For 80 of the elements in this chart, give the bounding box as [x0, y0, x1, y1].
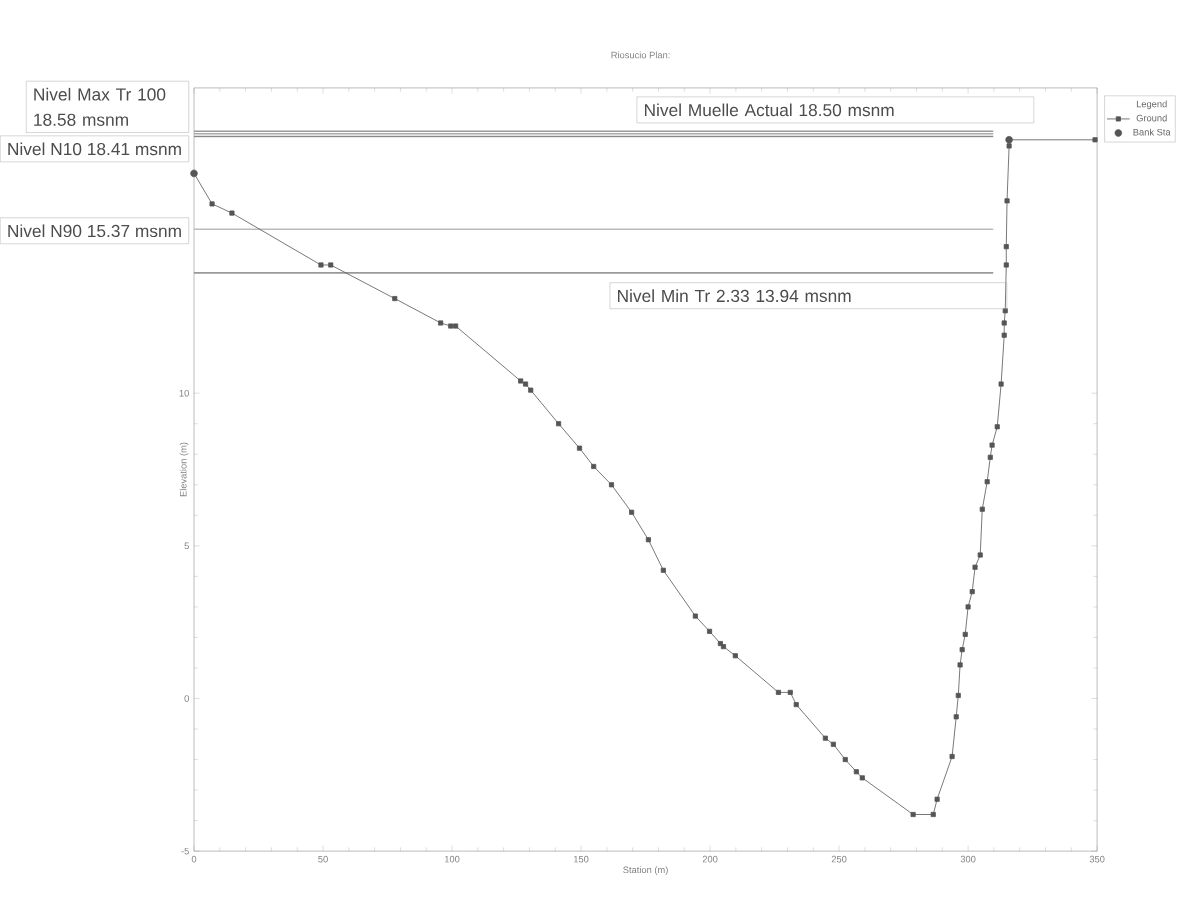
point: [692, 613, 698, 619]
legend-label: Bank Sta: [1133, 128, 1171, 136]
ref-line-label: Nivel Muelle Actual 18.50 msnm: [644, 103, 894, 117]
point: [707, 628, 713, 634]
x-tick-label: 200: [702, 855, 718, 863]
point: [793, 702, 799, 708]
point: [1092, 137, 1098, 143]
x-tick-label: 50: [318, 855, 328, 863]
point: [859, 775, 865, 781]
point: [910, 811, 916, 817]
point: [608, 482, 615, 488]
x-tick-label: 0: [191, 855, 197, 863]
point: [732, 653, 738, 659]
point: [949, 753, 955, 759]
point: [1002, 308, 1008, 314]
point: [209, 201, 215, 207]
point: [229, 210, 235, 216]
legend-label: Ground: [1136, 114, 1167, 122]
y-tick-label: 5: [184, 542, 189, 550]
point: [448, 323, 454, 329]
point: [645, 537, 651, 543]
legend-title: Legend: [1136, 100, 1167, 110]
point: [989, 442, 995, 448]
point: [720, 644, 727, 650]
x-axis-title: Station (m): [623, 866, 668, 875]
point: [998, 381, 1004, 387]
point: [775, 689, 781, 695]
point: [972, 564, 978, 570]
point: [955, 692, 961, 698]
x-tick-label: 150: [573, 855, 589, 863]
y-tick-label: -5: [181, 847, 189, 855]
ref-line-label: Nivel N10 18.41 msnm: [8, 142, 181, 156]
point: [1004, 198, 1010, 204]
x-tick-label: 250: [831, 855, 847, 863]
point: [523, 381, 529, 387]
x-tick-label: 100: [444, 855, 460, 863]
ref-line-label: Nivel Max Tr 100 18.58 msnm: [34, 87, 166, 126]
point: [934, 796, 940, 802]
point: [930, 811, 936, 817]
point: [822, 735, 828, 741]
point: [438, 320, 444, 326]
point: [953, 714, 959, 720]
point: [984, 479, 990, 485]
ref-line-label: Nivel Min Tr 2.33 13.94 msnm: [618, 289, 851, 303]
point: [629, 509, 635, 515]
point: [969, 589, 975, 595]
point: [591, 463, 597, 469]
y-tick-label: 10: [179, 389, 189, 397]
point: [556, 421, 562, 427]
point: [977, 552, 983, 558]
point: [392, 296, 398, 302]
point: [328, 262, 334, 268]
point: [453, 323, 459, 329]
point: [1003, 244, 1009, 250]
point: [959, 647, 965, 653]
point: [787, 689, 793, 695]
chart-title: Riosucio Plan:: [611, 51, 670, 59]
point: [1006, 143, 1012, 149]
y-tick-label: 0: [184, 695, 189, 702]
y-axis-title: Elevation (m): [179, 442, 189, 497]
point: [830, 741, 836, 747]
ref-line-label: Nivel N90 15.37 msnm: [8, 224, 181, 238]
point: [528, 387, 534, 393]
point: [957, 662, 963, 668]
point: [965, 604, 971, 610]
point: [660, 567, 666, 573]
point: [979, 506, 985, 512]
point: [1001, 332, 1007, 338]
point: [1003, 262, 1009, 268]
x-tick-label: 300: [960, 855, 976, 863]
point: [842, 756, 848, 763]
point: [318, 262, 324, 268]
point: [576, 445, 583, 451]
x-tick-label: 350: [1089, 855, 1105, 863]
point: [518, 378, 524, 384]
point: [962, 631, 968, 637]
point: [987, 454, 993, 460]
point: [853, 769, 859, 775]
point: [994, 424, 1000, 430]
point: [1001, 320, 1007, 326]
